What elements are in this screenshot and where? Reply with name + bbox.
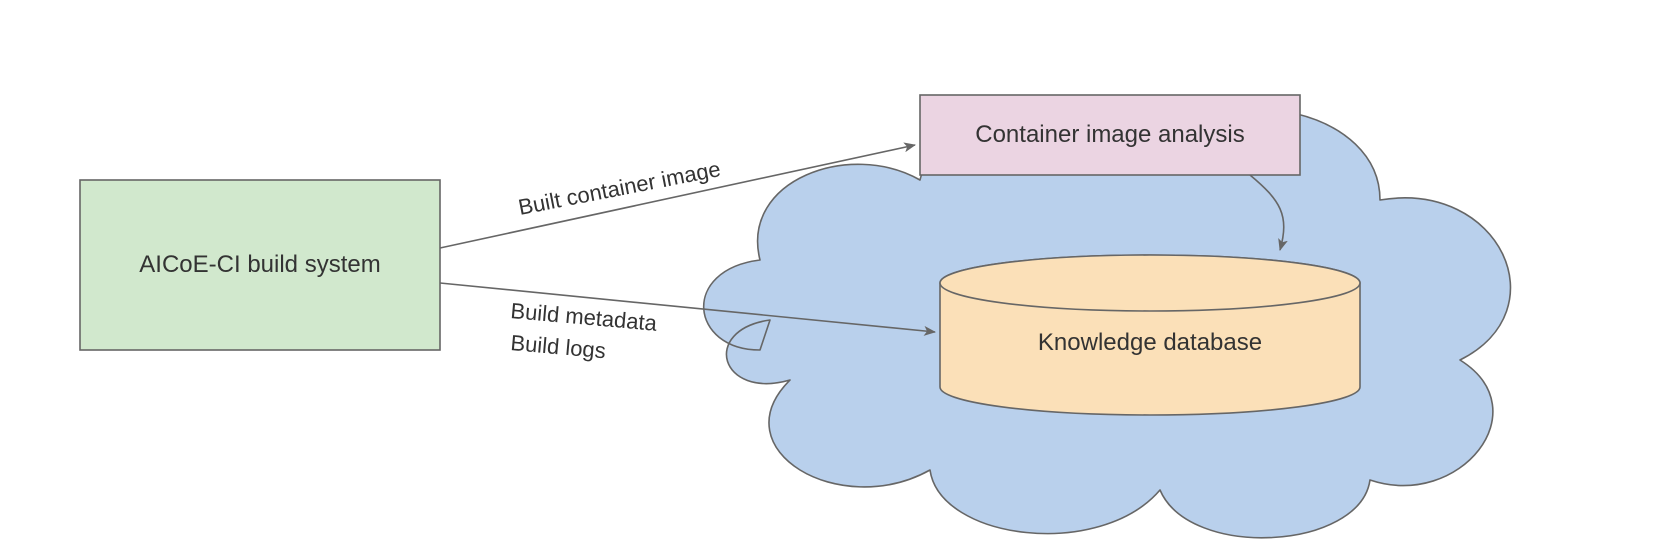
diagram-canvas: AICoE-CI build system Container image an… <box>0 0 1672 556</box>
node-knowledge-database-label: Knowledge database <box>1038 329 1262 356</box>
node-container-analysis-label: Container image analysis <box>975 121 1244 148</box>
node-build-system-label: AICoE-CI build system <box>139 251 380 278</box>
edge-label-build-to-analysis-0: Built container image <box>516 156 722 220</box>
edge-label-build-to-kb-0: Build metadata <box>510 298 659 336</box>
edge-label-build-to-kb-1: Build logs <box>510 330 607 363</box>
